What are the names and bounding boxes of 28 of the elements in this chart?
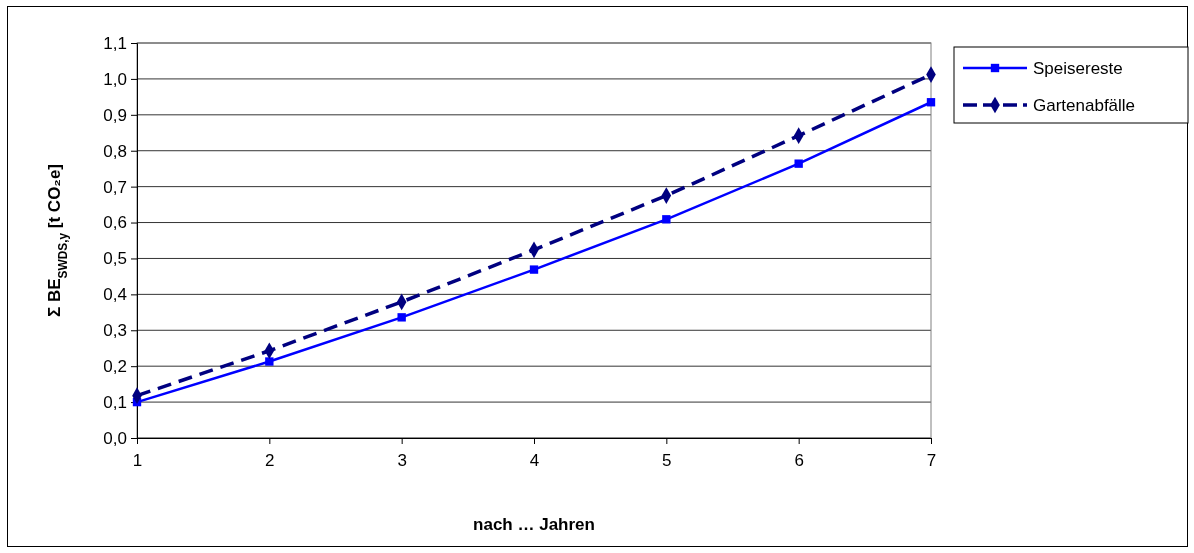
y-tick-label: 0,2 <box>103 357 127 377</box>
x-tick-label: 7 <box>926 451 937 471</box>
y-tick-label: 0,5 <box>103 249 127 269</box>
y-tick-label: 0,1 <box>103 393 127 413</box>
x-tick-label: 5 <box>662 451 672 471</box>
x-tick-label: 3 <box>397 451 407 471</box>
y-tick-label: 1,0 <box>103 69 127 89</box>
y-tick-label: 0,7 <box>103 177 127 197</box>
point <box>265 357 274 366</box>
y-tick-label: 0,9 <box>103 105 127 125</box>
point <box>926 98 936 107</box>
x-tick-label: 6 <box>794 451 804 471</box>
y-tick-label: 0,8 <box>103 141 127 161</box>
x-tick-label: 4 <box>529 451 540 471</box>
y-tick-label: 1,1 <box>103 33 127 53</box>
x-tick-label: 2 <box>265 451 275 471</box>
point <box>529 265 539 274</box>
point <box>794 159 803 168</box>
point <box>397 313 406 322</box>
x-tick-label: 1 <box>132 451 143 471</box>
point <box>662 215 671 224</box>
y-tick-label: 0,0 <box>103 428 127 448</box>
legend-label: Gartenabfälle <box>1033 96 1136 115</box>
y-tick-label: 0,4 <box>103 285 127 305</box>
y-tick-label: 0,6 <box>103 213 127 233</box>
y-tick-label: 0,3 <box>103 321 127 341</box>
x-axis-title: nach … Jahren <box>473 515 595 534</box>
legend-label: Speisereste <box>1033 59 1123 78</box>
